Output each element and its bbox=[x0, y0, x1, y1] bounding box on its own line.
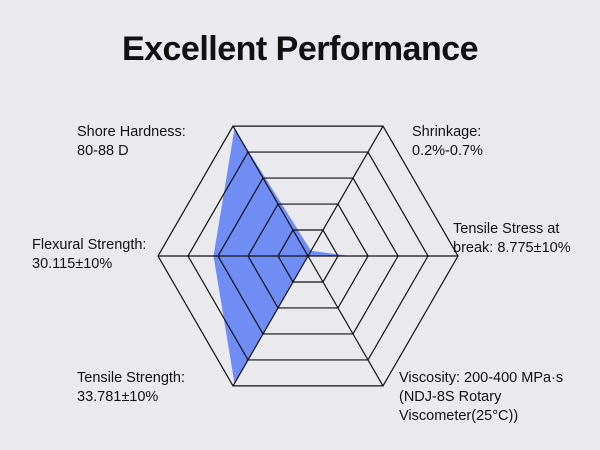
axis-spoke-3 bbox=[232, 255, 309, 387]
axis-label-shrinkage: Shrinkage: 0.2%-0.7% bbox=[412, 124, 483, 159]
axis-spoke-5 bbox=[232, 125, 309, 257]
axis-label-tensile-stress: Tensile Stress at break: 8.775±10% bbox=[453, 221, 571, 256]
axis-spoke-2 bbox=[307, 255, 384, 387]
radar-grid bbox=[157, 125, 459, 387]
axis-spoke-0 bbox=[307, 125, 384, 257]
chart-title: Excellent Performance bbox=[121, 30, 479, 68]
axis-label-tensile-strength: Tensile Strength: 33.781±10% bbox=[77, 370, 186, 405]
axis-label-flexural-strength: Flexural Strength: 30.115±10% bbox=[32, 237, 147, 272]
axis-label-shore-hardness: Shore Hardness: 80-88 D bbox=[77, 124, 186, 159]
axis-label-viscosity: Viscosity: 200-400 MPa·s (NDJ-8S Rotary … bbox=[399, 370, 564, 424]
